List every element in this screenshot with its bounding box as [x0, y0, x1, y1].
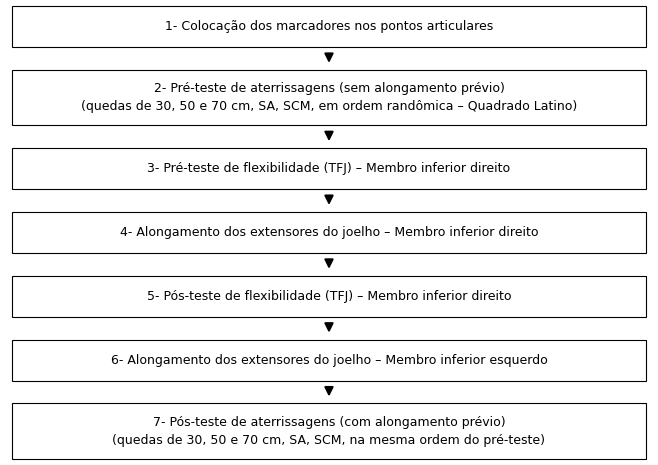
Text: 6- Alongamento dos extensores do joelho – Membro inferior esquerdo: 6- Alongamento dos extensores do joelho … [111, 354, 547, 367]
Text: 5- Pós-teste de flexibilidade (TFJ) – Membro inferior direito: 5- Pós-teste de flexibilidade (TFJ) – Me… [147, 290, 511, 303]
Bar [12, 148, 646, 189]
Text: 2- Pré-teste de aterrissagens (sem alongamento prévio): 2- Pré-teste de aterrissagens (sem along… [153, 82, 505, 95]
Text: (quedas de 30, 50 e 70 cm, SA, SCM, na mesma ordem do pré-teste): (quedas de 30, 50 e 70 cm, SA, SCM, na m… [113, 433, 545, 446]
Text: (quedas de 30, 50 e 70 cm, SA, SCM, em ordem randômica – Quadrado Latino): (quedas de 30, 50 e 70 cm, SA, SCM, em o… [81, 100, 577, 113]
Bar [12, 70, 646, 126]
Bar [12, 6, 646, 47]
Bar [12, 212, 646, 253]
Text: 7- Pós-teste de aterrissagens (com alongamento prévio): 7- Pós-teste de aterrissagens (com along… [153, 416, 505, 429]
Bar [12, 404, 646, 459]
Text: 4- Alongamento dos extensores do joelho – Membro inferior direito: 4- Alongamento dos extensores do joelho … [120, 226, 538, 239]
Text: 3- Pré-teste de flexibilidade (TFJ) – Membro inferior direito: 3- Pré-teste de flexibilidade (TFJ) – Me… [147, 162, 511, 175]
Bar [12, 339, 646, 381]
Bar [12, 276, 646, 317]
Text: 1- Colocação dos marcadores nos pontos articulares: 1- Colocação dos marcadores nos pontos a… [165, 20, 493, 33]
